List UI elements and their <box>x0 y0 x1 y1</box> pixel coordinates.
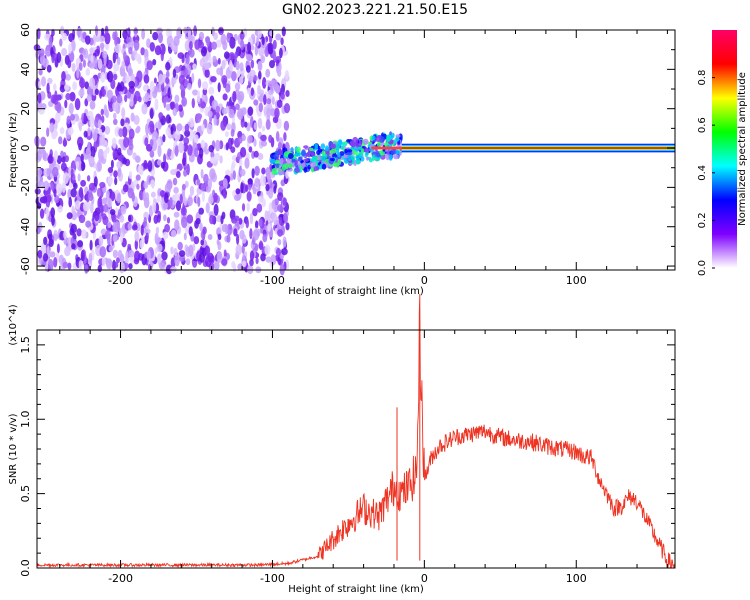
x-tick-label: -100 <box>260 274 285 287</box>
figure-title: GN02.2023.221.21.50.E15 <box>281 2 469 18</box>
noise-region <box>33 25 291 276</box>
snr-series-line <box>36 293 676 569</box>
y-tick-label: 20 <box>19 102 32 116</box>
colorbar-tick-label: 0.8 <box>697 70 708 86</box>
y-axis-label: Frequency (Hz) <box>8 112 19 188</box>
x-tick-label: -200 <box>108 274 133 287</box>
colorbar-gradient <box>712 30 737 268</box>
colorbar-tick-label: 0.2 <box>697 212 708 228</box>
y-tick-label: -40 <box>19 218 32 236</box>
colorbar-tick-label: 0.4 <box>697 165 708 181</box>
x-tick-label: -100 <box>260 572 285 585</box>
x-tick-label: 0 <box>421 572 428 585</box>
snr-panel: -200 -100 0 100 Height of straight line (km)… <box>8 293 676 595</box>
colorbar-tick-label: 0.6 <box>697 117 708 133</box>
colorbar: 0.0 0.2 0.4 0.6 0.8 Normalized spectral ampli… <box>697 30 748 276</box>
y-tick-label: 60 <box>19 23 32 37</box>
x-axis-label: Height of straight line (km) <box>288 286 424 297</box>
plot-frame <box>36 29 676 271</box>
x-tick-label: -200 <box>108 572 133 585</box>
y-tick-label: -20 <box>19 178 32 196</box>
x-tick-label: 100 <box>566 274 587 287</box>
colorbar-tick-label: 0.0 <box>697 260 708 276</box>
x-axis-label: Height of straight line (km) <box>288 584 424 595</box>
y-axis-label: SNR (10 * v/v) <box>8 413 19 484</box>
signal-trend <box>269 131 404 176</box>
y-tick-label: 40 <box>19 62 32 76</box>
y-multiplier-label: (x10^4) <box>8 304 19 345</box>
x-tick-label: 100 <box>566 572 587 585</box>
colorbar-label: Normalized spectral amplitude <box>737 72 748 226</box>
y-tick-label: 0.0 <box>19 559 32 577</box>
y-tick-label: -60 <box>19 257 32 275</box>
y-tick-label: 1.0 <box>19 411 32 429</box>
y-tick-label: 0 <box>19 145 32 152</box>
signal-line <box>371 143 675 153</box>
x-tick-label: 0 <box>421 274 428 287</box>
y-tick-label: 0.5 <box>19 485 32 503</box>
y-tick-label: 1.5 <box>19 336 32 354</box>
